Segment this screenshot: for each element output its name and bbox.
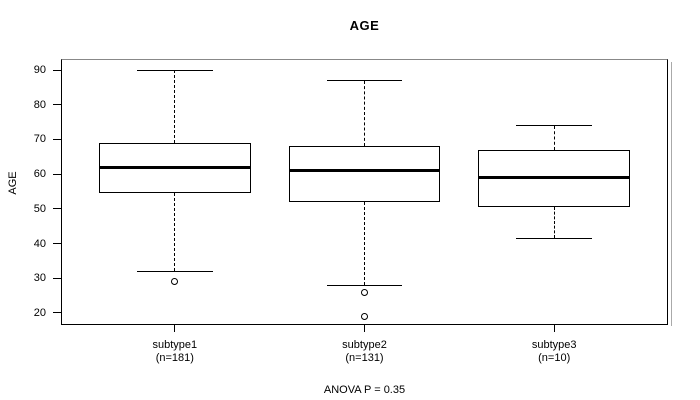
outlier-point-subtype2 (361, 288, 368, 296)
anova-annotation: ANOVA P = 0.35 (323, 384, 406, 396)
y-tick-label: 40 (33, 237, 46, 250)
x-axis-group-label-subtype3: subtype3 (n=10) (484, 339, 624, 365)
y-tick-label: 50 (33, 202, 46, 215)
y-tick-mark (53, 243, 61, 244)
outlier-point-subtype2 (361, 312, 368, 320)
lower-whisker-line-subtype2 (364, 201, 365, 286)
upper-whisker-cap-subtype1 (136, 69, 213, 71)
outlier-point-subtype1 (171, 278, 179, 286)
median-line-subtype2 (288, 169, 441, 173)
lower-whisker-cap-subtype2 (326, 284, 403, 286)
lower-whisker-cap-subtype1 (136, 270, 213, 272)
x-axis-group-label-subtype1: subtype1 (n=181) (105, 339, 245, 365)
group-sublabel: (n=131) (345, 352, 384, 364)
upper-whisker-line-subtype2 (364, 80, 365, 147)
upper-whisker-cap-subtype2 (326, 80, 403, 81)
lower-whisker-cap-subtype3 (516, 237, 593, 239)
y-tick-mark (53, 277, 61, 279)
chart-title: AGE (349, 18, 380, 33)
median-line-subtype1 (98, 165, 251, 169)
group-label: subtype3 (531, 339, 577, 351)
y-tick-label: 60 (33, 168, 46, 181)
median-line-subtype3 (478, 176, 631, 180)
x-axis-group-label-subtype2: subtype2 (n=131) (295, 339, 435, 365)
lower-whisker-line-subtype3 (553, 207, 555, 239)
group-sublabel: (n=10) (538, 352, 571, 364)
x-tick-mark-subtype3 (553, 325, 555, 332)
y-tick-mark (53, 173, 61, 175)
y-tick-mark (53, 69, 61, 71)
iqr-box-subtype2 (288, 146, 441, 202)
group-label: subtype2 (342, 339, 387, 351)
x-tick-mark-subtype2 (364, 325, 365, 332)
x-tick-mark-subtype1 (174, 325, 176, 332)
group-sublabel: (n=181) (155, 352, 194, 364)
y-tick-mark (53, 138, 61, 140)
y-tick-label: 80 (33, 98, 46, 111)
y-tick-label: 30 (33, 272, 46, 285)
upper-whisker-cap-subtype3 (516, 125, 593, 127)
upper-whisker-line-subtype3 (553, 125, 555, 150)
lower-whisker-line-subtype1 (174, 193, 176, 272)
y-tick-mark (53, 312, 61, 314)
y-tick-label: 90 (33, 64, 46, 77)
y-tick-label: 70 (33, 133, 46, 146)
y-tick-label: 20 (33, 306, 46, 319)
y-tick-mark (53, 208, 61, 210)
y-tick-mark (53, 104, 61, 106)
plot-frame-shadow (671, 62, 672, 326)
upper-whisker-line-subtype1 (174, 70, 176, 143)
group-label: subtype1 (152, 339, 198, 351)
